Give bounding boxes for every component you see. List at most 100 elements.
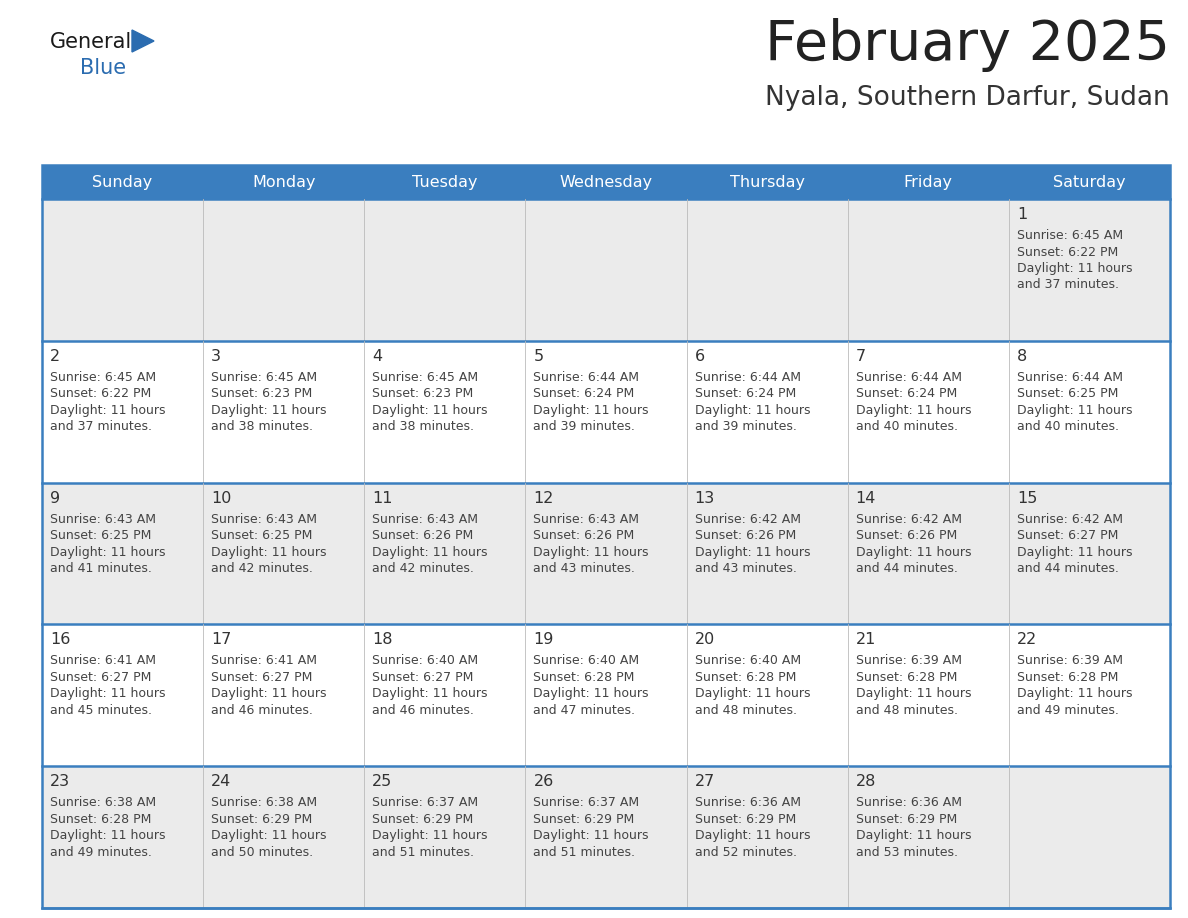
Text: Sunset: 6:28 PM: Sunset: 6:28 PM: [50, 812, 151, 825]
Text: Sunrise: 6:45 AM: Sunrise: 6:45 AM: [50, 371, 156, 384]
Text: Daylight: 11 hours: Daylight: 11 hours: [695, 829, 810, 842]
Text: Sunset: 6:28 PM: Sunset: 6:28 PM: [1017, 671, 1118, 684]
Text: Wednesday: Wednesday: [560, 174, 652, 189]
Text: Nyala, Southern Darfur, Sudan: Nyala, Southern Darfur, Sudan: [765, 85, 1170, 111]
Text: and 40 minutes.: and 40 minutes.: [855, 420, 958, 433]
Text: and 46 minutes.: and 46 minutes.: [211, 704, 312, 717]
Text: Sunset: 6:24 PM: Sunset: 6:24 PM: [533, 387, 634, 400]
Text: 17: 17: [211, 633, 232, 647]
Text: Sunrise: 6:43 AM: Sunrise: 6:43 AM: [211, 512, 317, 526]
Text: Sunrise: 6:37 AM: Sunrise: 6:37 AM: [372, 796, 479, 809]
Text: and 37 minutes.: and 37 minutes.: [1017, 278, 1119, 292]
Text: Monday: Monday: [252, 174, 316, 189]
Text: Daylight: 11 hours: Daylight: 11 hours: [372, 404, 488, 417]
Bar: [42, 483, 1170, 624]
Text: and 43 minutes.: and 43 minutes.: [533, 562, 636, 575]
Text: 22: 22: [1017, 633, 1037, 647]
Text: and 39 minutes.: and 39 minutes.: [533, 420, 636, 433]
Text: Daylight: 11 hours: Daylight: 11 hours: [855, 404, 972, 417]
Text: Sunrise: 6:41 AM: Sunrise: 6:41 AM: [211, 655, 317, 667]
Text: Sunrise: 6:43 AM: Sunrise: 6:43 AM: [533, 512, 639, 526]
Text: and 42 minutes.: and 42 minutes.: [211, 562, 312, 575]
Text: Sunset: 6:27 PM: Sunset: 6:27 PM: [1017, 529, 1118, 543]
Text: Sunset: 6:29 PM: Sunset: 6:29 PM: [695, 812, 796, 825]
Text: and 49 minutes.: and 49 minutes.: [1017, 704, 1119, 717]
Text: Daylight: 11 hours: Daylight: 11 hours: [695, 688, 810, 700]
Text: Blue: Blue: [80, 58, 126, 78]
Text: 27: 27: [695, 774, 715, 789]
Text: 12: 12: [533, 490, 554, 506]
Text: 20: 20: [695, 633, 715, 647]
Text: and 45 minutes.: and 45 minutes.: [50, 704, 152, 717]
Text: Daylight: 11 hours: Daylight: 11 hours: [50, 688, 165, 700]
Text: 16: 16: [50, 633, 70, 647]
Text: Sunrise: 6:43 AM: Sunrise: 6:43 AM: [372, 512, 479, 526]
Text: Sunrise: 6:44 AM: Sunrise: 6:44 AM: [533, 371, 639, 384]
Text: and 46 minutes.: and 46 minutes.: [372, 704, 474, 717]
Text: Sunset: 6:22 PM: Sunset: 6:22 PM: [1017, 245, 1118, 259]
Text: Sunset: 6:26 PM: Sunset: 6:26 PM: [695, 529, 796, 543]
Text: 7: 7: [855, 349, 866, 364]
Text: Sunrise: 6:45 AM: Sunrise: 6:45 AM: [372, 371, 479, 384]
Text: Sunset: 6:29 PM: Sunset: 6:29 PM: [372, 812, 474, 825]
Bar: [42, 165, 1170, 199]
Text: Sunset: 6:25 PM: Sunset: 6:25 PM: [211, 529, 312, 543]
Text: 3: 3: [211, 349, 221, 364]
Text: Sunrise: 6:37 AM: Sunrise: 6:37 AM: [533, 796, 639, 809]
Text: 25: 25: [372, 774, 392, 789]
Text: Sunrise: 6:41 AM: Sunrise: 6:41 AM: [50, 655, 156, 667]
Text: and 38 minutes.: and 38 minutes.: [211, 420, 314, 433]
Text: Daylight: 11 hours: Daylight: 11 hours: [855, 545, 972, 558]
Text: Sunset: 6:24 PM: Sunset: 6:24 PM: [855, 387, 958, 400]
Text: Sunset: 6:28 PM: Sunset: 6:28 PM: [533, 671, 634, 684]
Bar: [42, 341, 1170, 483]
Text: and 39 minutes.: and 39 minutes.: [695, 420, 796, 433]
Text: Sunset: 6:29 PM: Sunset: 6:29 PM: [855, 812, 958, 825]
Text: Sunset: 6:22 PM: Sunset: 6:22 PM: [50, 387, 151, 400]
Text: Sunrise: 6:45 AM: Sunrise: 6:45 AM: [211, 371, 317, 384]
Text: Sunset: 6:24 PM: Sunset: 6:24 PM: [695, 387, 796, 400]
Text: Daylight: 11 hours: Daylight: 11 hours: [50, 829, 165, 842]
Text: Sunset: 6:28 PM: Sunset: 6:28 PM: [855, 671, 958, 684]
Text: and 38 minutes.: and 38 minutes.: [372, 420, 474, 433]
Text: and 53 minutes.: and 53 minutes.: [855, 845, 958, 858]
Text: Sunrise: 6:39 AM: Sunrise: 6:39 AM: [1017, 655, 1123, 667]
Text: 15: 15: [1017, 490, 1037, 506]
Text: Daylight: 11 hours: Daylight: 11 hours: [211, 829, 327, 842]
Text: Daylight: 11 hours: Daylight: 11 hours: [1017, 262, 1132, 275]
Text: and 44 minutes.: and 44 minutes.: [855, 562, 958, 575]
Text: Thursday: Thursday: [729, 174, 804, 189]
Text: Daylight: 11 hours: Daylight: 11 hours: [533, 688, 649, 700]
Text: and 47 minutes.: and 47 minutes.: [533, 704, 636, 717]
Text: 26: 26: [533, 774, 554, 789]
Polygon shape: [132, 30, 154, 52]
Text: and 41 minutes.: and 41 minutes.: [50, 562, 152, 575]
Text: Sunset: 6:29 PM: Sunset: 6:29 PM: [211, 812, 312, 825]
Text: Daylight: 11 hours: Daylight: 11 hours: [695, 545, 810, 558]
Text: and 44 minutes.: and 44 minutes.: [1017, 562, 1119, 575]
Text: Sunrise: 6:44 AM: Sunrise: 6:44 AM: [1017, 371, 1123, 384]
Text: 2: 2: [50, 349, 61, 364]
Text: Sunrise: 6:36 AM: Sunrise: 6:36 AM: [855, 796, 962, 809]
Text: Daylight: 11 hours: Daylight: 11 hours: [533, 545, 649, 558]
Text: Sunset: 6:28 PM: Sunset: 6:28 PM: [695, 671, 796, 684]
Text: Daylight: 11 hours: Daylight: 11 hours: [1017, 688, 1132, 700]
Text: 6: 6: [695, 349, 704, 364]
Text: Daylight: 11 hours: Daylight: 11 hours: [1017, 404, 1132, 417]
Text: 18: 18: [372, 633, 393, 647]
Text: and 37 minutes.: and 37 minutes.: [50, 420, 152, 433]
Text: Daylight: 11 hours: Daylight: 11 hours: [1017, 545, 1132, 558]
Text: Sunrise: 6:40 AM: Sunrise: 6:40 AM: [372, 655, 479, 667]
Text: 8: 8: [1017, 349, 1028, 364]
Text: 13: 13: [695, 490, 715, 506]
Text: Daylight: 11 hours: Daylight: 11 hours: [372, 688, 488, 700]
Text: Sunrise: 6:36 AM: Sunrise: 6:36 AM: [695, 796, 801, 809]
Text: Sunrise: 6:40 AM: Sunrise: 6:40 AM: [533, 655, 639, 667]
Bar: [42, 767, 1170, 908]
Text: 24: 24: [211, 774, 232, 789]
Text: Sunrise: 6:44 AM: Sunrise: 6:44 AM: [855, 371, 962, 384]
Text: Sunset: 6:25 PM: Sunset: 6:25 PM: [1017, 387, 1118, 400]
Text: Daylight: 11 hours: Daylight: 11 hours: [50, 404, 165, 417]
Text: Sunset: 6:27 PM: Sunset: 6:27 PM: [211, 671, 312, 684]
Text: and 48 minutes.: and 48 minutes.: [855, 704, 958, 717]
